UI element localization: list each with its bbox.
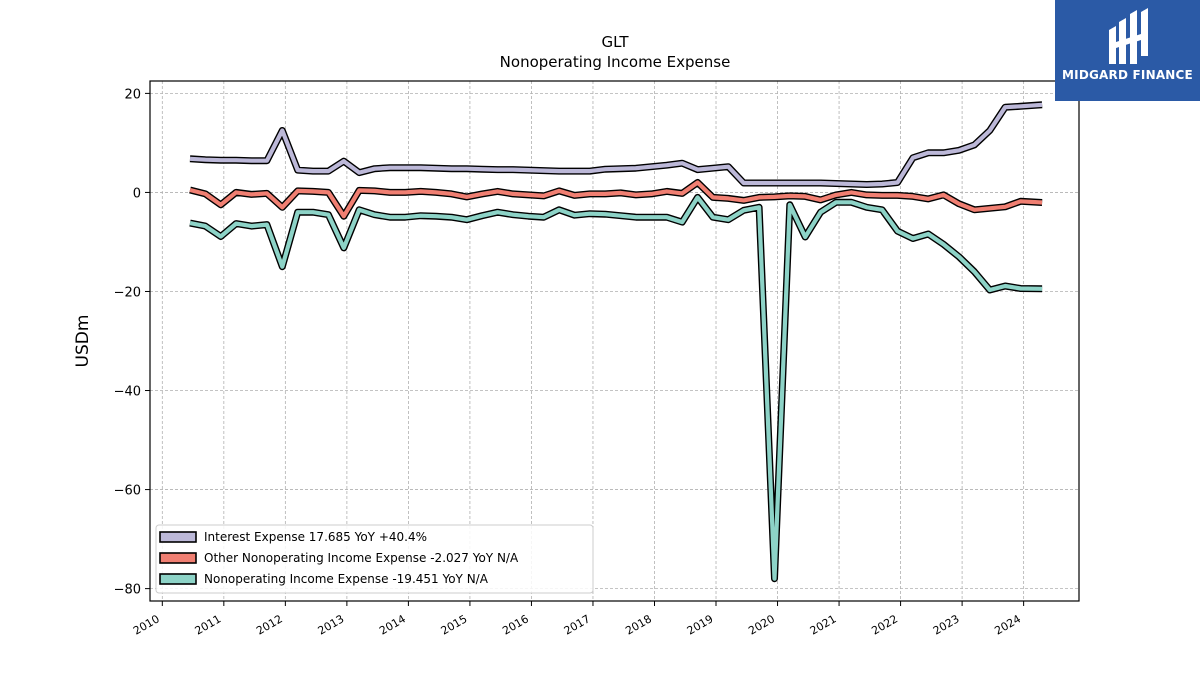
- x-tick-label: 2020: [746, 612, 777, 637]
- x-tick-label: 2012: [254, 612, 285, 637]
- x-tick-label: 2014: [377, 612, 408, 637]
- x-tick-label: 2018: [623, 612, 654, 637]
- x-tick-label: 2010: [131, 612, 162, 637]
- legend-entry-label: Nonoperating Income Expense -19.451 YoY …: [204, 572, 489, 586]
- company-logo: MIDGARD FINANCE: [1055, 0, 1200, 101]
- series-line: [189, 102, 1043, 187]
- x-tick-label: 2017: [562, 612, 593, 637]
- x-tick-label: 2011: [193, 612, 224, 637]
- x-tick-label: 2022: [869, 612, 900, 637]
- x-tick-label: 2016: [500, 612, 531, 637]
- x-tick-label: 2019: [685, 612, 716, 637]
- y-axis-label: USDm: [73, 315, 93, 368]
- midgard-logo-icon: [1109, 8, 1148, 64]
- plot-frame: [149, 80, 1080, 602]
- x-tick-label: 2015: [439, 612, 470, 637]
- chart-title: GLT: [601, 33, 629, 51]
- grid: [150, 81, 1079, 601]
- y-tick-label: 20: [124, 87, 141, 102]
- series-line-outline: [189, 193, 1043, 583]
- legend-entry-label: Interest Expense 17.685 YoY +40.4%: [204, 530, 427, 544]
- legend-swatch: [159, 531, 197, 543]
- chart-subtitle: Nonoperating Income Expense: [500, 53, 731, 71]
- x-tick-label: 2023: [931, 612, 962, 637]
- series-line: [189, 195, 1043, 581]
- x-tick-label: 2024: [992, 612, 1023, 637]
- y-tick-label: 0: [133, 186, 141, 201]
- legend-box: [155, 524, 594, 594]
- series-line: [189, 180, 1043, 219]
- legend-swatch: [159, 552, 197, 564]
- y-tick-label: −40: [114, 385, 141, 400]
- series-lines: [189, 101, 1043, 583]
- y-tick-label: −60: [114, 484, 141, 499]
- logo-text: MIDGARD FINANCE: [1062, 68, 1193, 82]
- y-tick-label: −80: [114, 583, 141, 598]
- y-tick-label: −20: [114, 285, 141, 300]
- x-tick-label: 2021: [808, 612, 839, 637]
- x-tick-label: 2013: [316, 612, 347, 637]
- legend-entry-label: Other Nonoperating Income Expense -2.027…: [204, 551, 519, 565]
- legend-swatch: [159, 573, 197, 585]
- legend: Interest Expense 17.685 YoY +40.4% Other …: [155, 524, 594, 594]
